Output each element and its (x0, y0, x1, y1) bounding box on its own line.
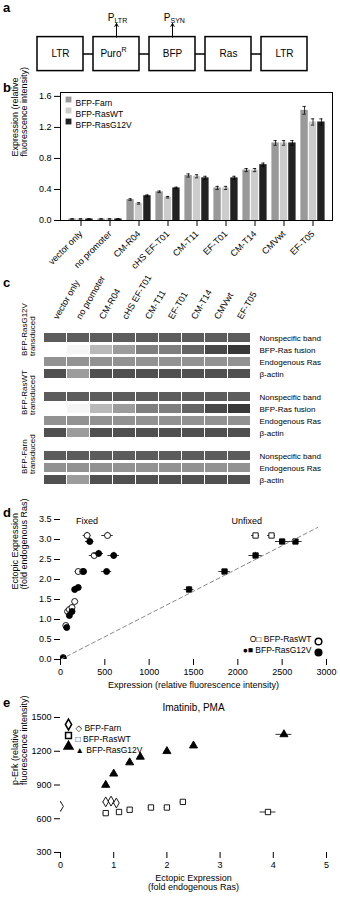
html-text:a: a (3, 0, 11, 15)
svg-text:CM-R04: CM-R04 (111, 228, 143, 260)
svg-text:300: 300 (36, 847, 51, 857)
svg-text:1500: 1500 (183, 667, 203, 677)
svg-text:1000: 1000 (139, 667, 159, 677)
svg-text:EF-T05: EF-T05 (235, 290, 259, 321)
svg-text:BFP-Ras fusion: BFP-Ras fusion (260, 346, 316, 355)
svg-text:β-actin: β-actin (260, 429, 284, 438)
svg-text:Expression (relativefluorescen: Expression (relativefluorescence intensi… (10, 67, 29, 157)
svg-text:Endogenous Ras: Endogenous Ras (260, 417, 321, 426)
svg-text:Endogenous Ras: Endogenous Ras (260, 464, 321, 473)
svg-text:0.0: 0.0 (39, 654, 52, 664)
svg-text:CM-R04: CM-R04 (97, 287, 122, 321)
svg-text:β-actin: β-actin (260, 476, 284, 485)
svg-text:CM-T14: CM-T14 (228, 229, 258, 259)
svg-text:2000: 2000 (228, 667, 248, 677)
svg-text:CM-T11: CM-T11 (171, 229, 201, 259)
svg-text:◇ BFP-Farn: ◇ BFP-Farn (76, 723, 122, 733)
svg-text:cHS EF-T01: cHS EF-T01 (129, 229, 171, 271)
svg-text:1.2: 1.2 (39, 122, 52, 132)
svg-text:LTR: LTR (115, 17, 128, 24)
html-text:e: e (3, 695, 11, 710)
html-text:c: c (3, 275, 11, 290)
svg-text:Ectopic Expression(fold endoge: Ectopic Expression(fold endogenous Ras) (10, 498, 29, 589)
svg-text:3: 3 (218, 860, 223, 870)
svg-text:Expression (relative fluoresce: Expression (relative fluorescence intens… (108, 680, 279, 690)
svg-text:Unfixed: Unfixed (231, 516, 262, 526)
svg-text:0.5: 0.5 (39, 634, 52, 644)
svg-text:0: 0 (58, 860, 63, 870)
svg-text:LTR: LTR (275, 48, 293, 59)
svg-text:2.5: 2.5 (39, 554, 52, 564)
svg-text:P: P (107, 11, 115, 23)
svg-text:no promoter: no promoter (74, 273, 107, 321)
svg-text:□ BFP-RasWT: □ BFP-RasWT (76, 734, 131, 744)
svg-text:LTR: LTR (51, 48, 69, 59)
svg-text:3.0: 3.0 (39, 534, 52, 544)
svg-text:O□ BFP-RasWT: O□ BFP-RasWT (250, 634, 312, 644)
svg-text:0.4: 0.4 (39, 184, 52, 194)
svg-text:p-Erk (relativefluorescence in: p-Erk (relativefluorescence intensity) (10, 695, 29, 785)
svg-text:Ectopic Expression(fold endoge: Ectopic Expression(fold endogenous Ras) (148, 873, 239, 892)
svg-text:0: 0 (58, 667, 63, 677)
svg-text:1: 1 (111, 860, 116, 870)
svg-text:2.0: 2.0 (39, 574, 52, 584)
svg-text:BFP-RasG12V: BFP-RasG12V (76, 120, 133, 130)
svg-text:0.8: 0.8 (39, 153, 52, 163)
svg-text:1200: 1200 (31, 746, 51, 756)
svg-text:▲ BFP-RasG12V: ▲ BFP-RasG12V (76, 745, 143, 755)
svg-text:Imatinib, PMA: Imatinib, PMA (162, 702, 225, 713)
svg-text:Nonspecific band: Nonspecific band (260, 334, 321, 343)
svg-text:2500: 2500 (272, 667, 292, 677)
svg-text:β-actin: β-actin (260, 370, 284, 379)
svg-text:EF-T01: EF-T01 (166, 290, 190, 321)
svg-text:●■ BFP-RasG12V: ●■ BFP-RasG12V (243, 645, 312, 655)
svg-text:Fixed: Fixed (76, 516, 98, 526)
svg-text:1.5: 1.5 (39, 594, 52, 604)
svg-text:4: 4 (271, 860, 276, 870)
svg-text:CM-T14: CM-T14 (189, 288, 214, 321)
svg-text:BFP-RasWT: BFP-RasWT (76, 109, 124, 119)
svg-text:EF-T01: EF-T01 (201, 229, 229, 257)
svg-text:vector only: vector only (51, 278, 82, 321)
svg-text:BFP-Farntransduced: BFP-Farntransduced (20, 434, 37, 474)
svg-text:CMVwt: CMVwt (260, 228, 288, 256)
svg-text:3000: 3000 (316, 667, 336, 677)
svg-text:900: 900 (36, 780, 51, 790)
svg-text:CM-T11: CM-T11 (143, 288, 168, 321)
svg-text:BFP-RasG12Vtransduced: BFP-RasG12Vtransduced (20, 302, 37, 356)
svg-text:1500: 1500 (31, 712, 51, 722)
svg-text:CMVwt: CMVwt (212, 290, 235, 321)
svg-text:1.0: 1.0 (39, 614, 52, 624)
svg-text:Ras: Ras (220, 48, 238, 59)
svg-text:BFP-Ras fusion: BFP-Ras fusion (260, 405, 316, 414)
svg-text:BFP-Farn: BFP-Farn (76, 98, 113, 108)
svg-text:600: 600 (36, 814, 51, 824)
svg-text:5: 5 (324, 860, 329, 870)
svg-text:no promoter: no promoter (72, 229, 113, 270)
svg-text:2: 2 (164, 860, 169, 870)
svg-text:vector only: vector only (46, 228, 85, 267)
svg-text:1.6: 1.6 (39, 91, 52, 101)
svg-text:BFP-RasWTtransduced: BFP-RasWTtransduced (20, 370, 37, 415)
svg-text:Nonspecific band: Nonspecific band (260, 452, 321, 461)
svg-text:BFP: BFP (163, 48, 183, 59)
svg-text:R: R (122, 46, 127, 53)
html-text:b: b (3, 80, 11, 95)
html-text:d: d (3, 505, 11, 520)
svg-text:Puro: Puro (100, 48, 122, 59)
svg-text:3.5: 3.5 (39, 514, 52, 524)
svg-text:Endogenous Ras: Endogenous Ras (260, 358, 321, 367)
svg-text:P: P (163, 11, 171, 23)
svg-text:cHS EF-T01: cHS EF-T01 (120, 273, 154, 321)
svg-text:0.0: 0.0 (39, 215, 52, 225)
svg-text:500: 500 (97, 667, 112, 677)
svg-text:SYN: SYN (171, 17, 185, 24)
svg-text:EF-T05: EF-T05 (288, 229, 316, 257)
svg-text:Nonspecific band: Nonspecific band (260, 393, 321, 402)
